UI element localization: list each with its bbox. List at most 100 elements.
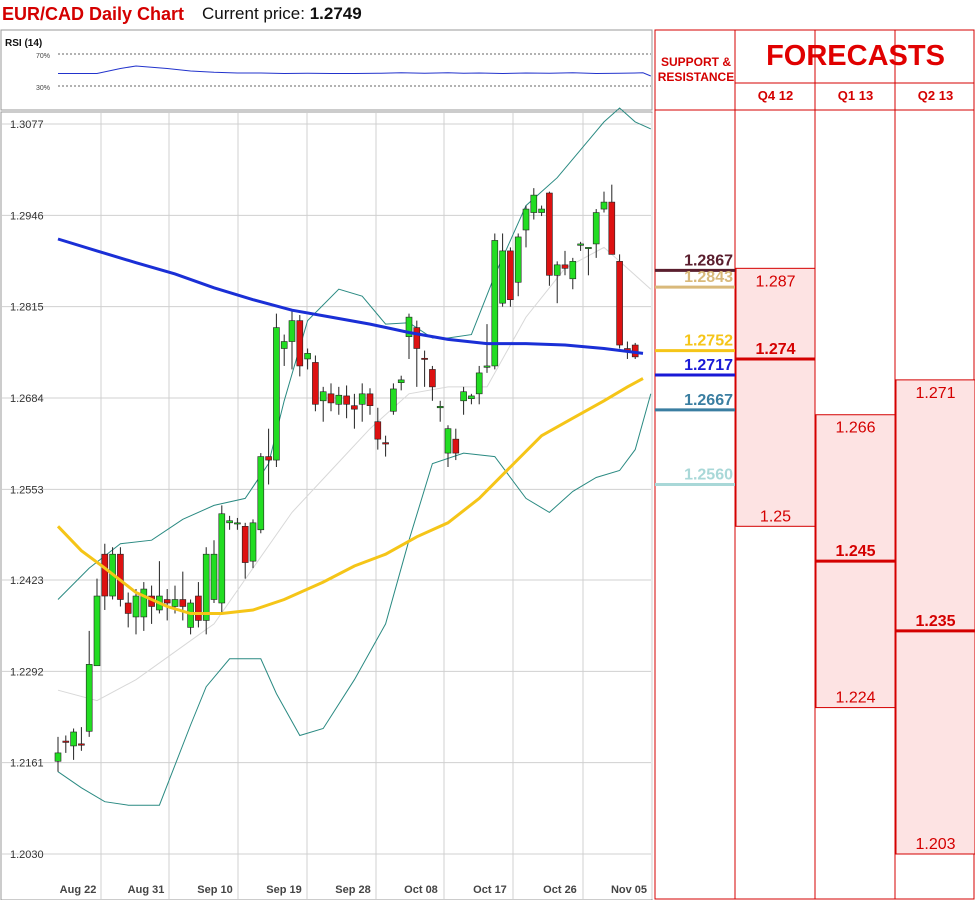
price-readout: Current price: 1.2749: [202, 4, 362, 24]
candle: [195, 582, 202, 628]
candle: [187, 599, 194, 635]
candle-body: [390, 388, 397, 412]
y-tick-label: 1.2292: [10, 666, 44, 678]
x-tick-label: Sep 28: [335, 884, 370, 896]
candle-body: [265, 456, 272, 461]
candle: [366, 388, 374, 415]
candle-body: [280, 341, 288, 349]
y-tick-label: 1.2684: [10, 393, 44, 405]
rsi-30-label: 30%: [36, 85, 50, 92]
candle: [374, 407, 382, 450]
x-tick-label: Sep 10: [197, 884, 232, 896]
candle-body: [397, 379, 405, 383]
candle-body: [163, 599, 171, 604]
plot-area: [0, 111, 653, 900]
candle-body: [460, 391, 467, 402]
candle: [553, 261, 561, 304]
y-tick-label: 1.2423: [10, 575, 44, 587]
candle-body: [101, 553, 109, 597]
candle-body: [382, 442, 389, 445]
candle: [273, 313, 280, 468]
candle: [569, 257, 577, 290]
candle: [124, 592, 132, 628]
candle: [514, 233, 522, 297]
candle-body: [522, 208, 530, 231]
candle-body: [327, 393, 335, 404]
candle: [608, 184, 616, 255]
candle: [304, 348, 311, 370]
y-tick-label: 1.2161: [10, 758, 44, 770]
candle-body: [616, 261, 623, 346]
candle: [452, 428, 460, 461]
candle: [475, 365, 483, 405]
candle: [101, 543, 109, 610]
candle: [600, 191, 608, 213]
candle: [444, 425, 452, 468]
quarter-header-q2-13: Q2 13: [917, 88, 954, 103]
forecast-bar-q2-13: 1.271 1.235 1.203: [895, 379, 975, 855]
candle-body: [546, 192, 553, 276]
sr-value: 1.2667: [684, 392, 733, 409]
candle: [413, 320, 421, 387]
candle-body: [468, 395, 475, 400]
candle: [249, 519, 257, 569]
forecast-bar-q1-13: 1.266 1.245 1.224: [815, 414, 896, 709]
candle: [312, 355, 319, 412]
y-tick-label: 1.2946: [10, 210, 44, 222]
forecast-bars: 1.2871.2741.251.2661.2451.2241.2711.2351…: [735, 267, 975, 855]
candle-body: [483, 365, 491, 368]
y-tick-label: 1.2815: [10, 302, 44, 314]
candle-body: [452, 438, 460, 454]
forecast-mid-label: 1.235: [915, 613, 955, 630]
candle-body: [304, 353, 311, 360]
candle: [397, 375, 405, 391]
x-tick-label: Oct 08: [404, 884, 438, 896]
candle: [288, 310, 296, 370]
candle-body: [592, 212, 600, 245]
candle: [592, 209, 600, 258]
quarter-header-q1-13: Q1 13: [837, 88, 874, 103]
forecast-mid-label: 1.274: [755, 341, 795, 358]
sr-value: 1.2867: [684, 252, 733, 269]
candle: [62, 735, 70, 753]
candle-body: [140, 588, 148, 618]
candle: [335, 386, 343, 415]
candle-body: [530, 194, 538, 213]
candle-body: [343, 395, 350, 405]
candle-body: [577, 243, 584, 246]
candle-body: [335, 394, 343, 405]
forecast-low-label: 1.203: [915, 836, 955, 853]
candle: [499, 233, 506, 307]
candle: [616, 254, 623, 349]
sr-level: 1.2560: [655, 466, 735, 486]
candle: [210, 540, 218, 603]
forecasts-title: FORECASTS: [766, 40, 945, 72]
sr-value: 1.2560: [684, 466, 733, 483]
forecast-low-label: 1.25: [760, 508, 791, 525]
candle: [226, 515, 233, 530]
candle-body: [93, 595, 101, 667]
y-tick-label: 1.2030: [10, 849, 44, 861]
price-label: Current price:: [202, 4, 310, 23]
y-tick-label: 1.2553: [10, 484, 44, 496]
y-tick-label: 1.3077: [10, 119, 44, 131]
candle-body: [171, 599, 179, 607]
candle-body: [499, 250, 506, 304]
rsi-70-label: 70%: [36, 53, 50, 60]
candle: [468, 393, 475, 405]
forecast-high-label: 1.266: [835, 420, 875, 437]
moving-average-yellow: [56, 377, 644, 615]
candle-body: [436, 406, 444, 409]
candle: [483, 324, 491, 373]
candle-body: [538, 208, 545, 213]
candle-body: [429, 369, 436, 388]
forecast-range: [735, 267, 816, 527]
candle: [585, 247, 592, 276]
candle-body: [179, 599, 187, 607]
candle: [538, 205, 545, 217]
price-value: 1.2749: [309, 4, 362, 23]
sr-level: 1.2667: [655, 392, 735, 412]
candle: [351, 393, 358, 429]
candle: [54, 736, 62, 772]
